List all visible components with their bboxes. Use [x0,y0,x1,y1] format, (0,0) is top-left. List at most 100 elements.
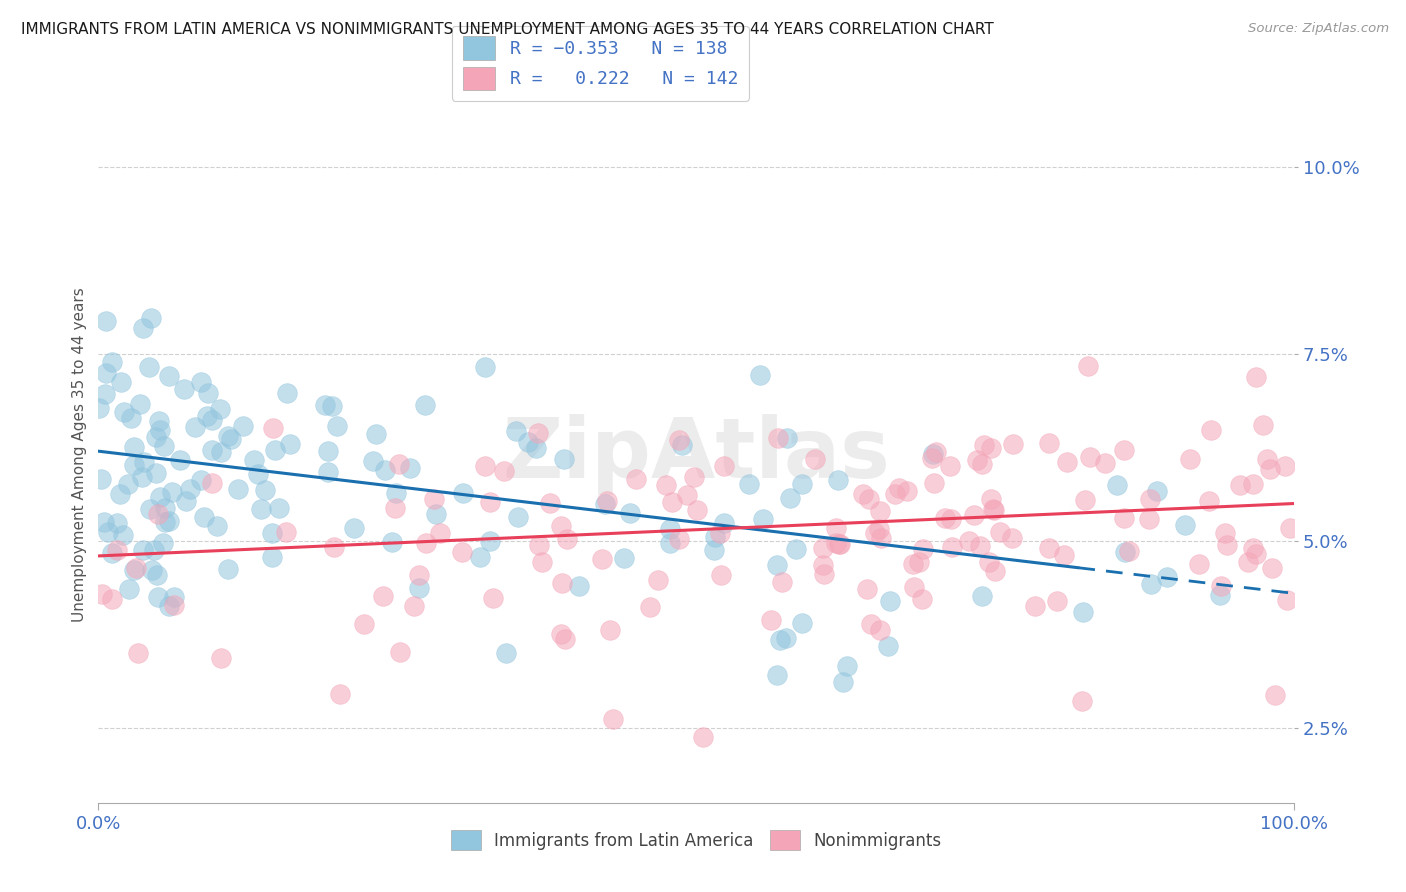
Point [1246,370,1268,384]
Point [371,590,394,604]
Point [908,555,931,569]
Point [683,469,706,483]
Point [1094,456,1116,470]
Point [263,442,285,457]
Point [105,542,128,557]
Point [837,659,859,673]
Point [1071,605,1094,619]
Point [550,519,572,533]
Point [148,414,170,428]
Point [253,483,276,498]
Point [1275,593,1298,607]
Point [1198,493,1220,508]
Point [323,540,346,554]
Point [408,567,430,582]
Point [217,428,239,442]
Point [479,495,502,509]
Point [453,486,475,500]
Point [1118,544,1140,558]
Point [828,537,851,551]
Point [353,617,375,632]
Point [217,562,239,576]
Point [941,540,963,554]
Point [385,486,408,500]
Point [429,525,451,540]
Point [112,405,135,419]
Point [146,590,169,604]
Point [766,558,789,573]
Point [863,525,886,540]
Point [766,668,789,682]
Point [173,383,195,397]
Text: IMMIGRANTS FROM LATIN AMERICA VS NONIMMIGRANTS UNEMPLOYMENT AMONG AGES 35 TO 44 : IMMIGRANTS FROM LATIN AMERICA VS NONIMMI… [21,22,994,37]
Point [278,437,301,451]
Point [146,567,169,582]
Point [152,439,174,453]
Point [530,555,553,569]
Point [142,543,165,558]
Point [190,375,212,389]
Point [659,522,682,536]
Point [90,587,112,601]
Point [977,555,1000,569]
Point [790,476,813,491]
Point [1278,521,1301,535]
Point [157,369,180,384]
Point [1139,492,1161,507]
Text: ZipAtlas: ZipAtlas [502,415,890,495]
Point [1215,526,1237,541]
Point [246,467,269,481]
Point [980,441,1002,455]
Point [1237,555,1260,569]
Point [655,478,678,492]
Point [876,639,898,653]
Point [361,454,384,468]
Point [201,443,224,458]
Point [145,466,167,480]
Point [832,674,855,689]
Point [148,423,170,437]
Point [1071,694,1094,708]
Point [122,458,145,473]
Point [972,589,994,603]
Point [179,482,201,496]
Point [828,537,851,551]
Point [374,462,396,476]
Point [776,431,799,445]
Point [326,418,349,433]
Point [101,592,124,607]
Point [1216,538,1239,552]
Point [131,321,153,335]
Point [1074,492,1097,507]
Point [1114,443,1136,458]
Point [529,538,551,552]
Point [1274,458,1296,473]
Point [824,536,846,550]
Point [1180,452,1202,467]
Point [671,438,693,452]
Point [1045,593,1067,607]
Point [169,452,191,467]
Point [87,401,110,415]
Point [524,442,547,456]
Point [276,525,298,540]
Point [413,398,436,412]
Point [1211,579,1233,593]
Point [599,623,621,637]
Point [613,551,636,566]
Point [896,483,918,498]
Point [415,535,437,549]
Point [713,516,735,530]
Point [1261,561,1284,575]
Point [205,519,228,533]
Point [1209,588,1232,602]
Point [162,485,184,500]
Point [1139,577,1161,591]
Point [647,573,669,587]
Point [852,487,875,501]
Point [969,539,991,553]
Point [1199,424,1222,438]
Legend: Immigrants from Latin America, Nonimmigrants: Immigrants from Latin America, Nonimmigr… [444,823,948,857]
Point [131,470,153,484]
Point [316,444,339,458]
